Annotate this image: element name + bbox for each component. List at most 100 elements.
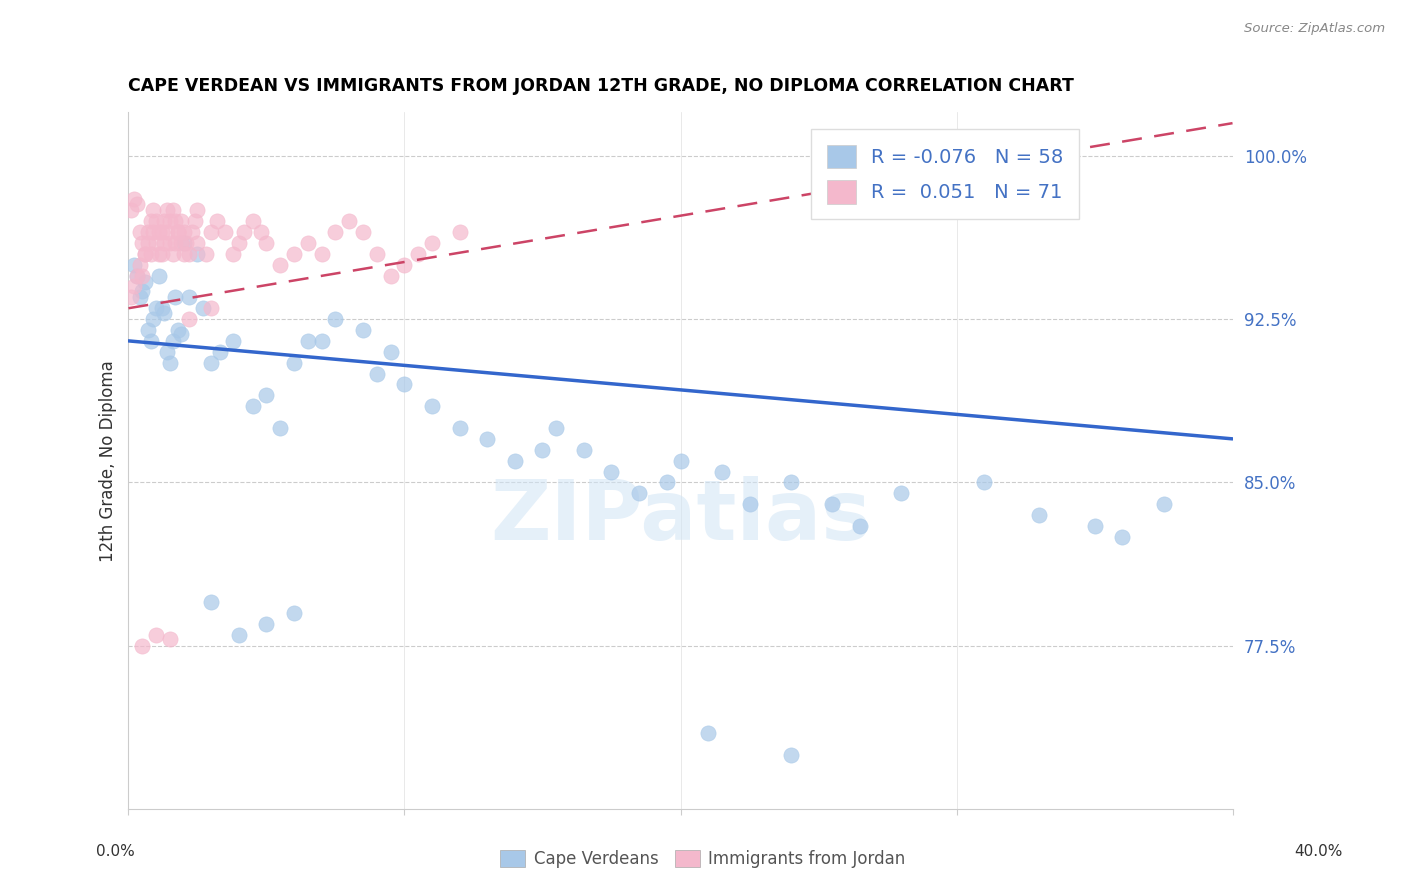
- Point: [269, 421, 291, 435]
- Point: [228, 235, 250, 250]
- Point: [531, 442, 554, 457]
- Point: [148, 268, 170, 283]
- Point: [159, 235, 181, 250]
- Point: [134, 275, 156, 289]
- Point: [380, 268, 402, 283]
- Point: [250, 225, 273, 239]
- Point: [122, 193, 145, 207]
- Point: [186, 235, 208, 250]
- Legend: Cape Verdeans, Immigrants from Jordan: Cape Verdeans, Immigrants from Jordan: [494, 843, 912, 875]
- Point: [269, 258, 291, 272]
- Point: [420, 235, 443, 250]
- Point: [780, 747, 803, 762]
- Point: [352, 225, 374, 239]
- Point: [1083, 519, 1105, 533]
- Point: [136, 225, 159, 239]
- Point: [890, 486, 912, 500]
- Point: [420, 399, 443, 413]
- Point: [572, 442, 595, 457]
- Point: [297, 334, 319, 348]
- Point: [738, 497, 761, 511]
- Point: [170, 235, 193, 250]
- Point: [821, 497, 844, 511]
- Point: [156, 344, 179, 359]
- Point: [162, 203, 184, 218]
- Point: [228, 628, 250, 642]
- Point: [170, 214, 193, 228]
- Point: [145, 235, 167, 250]
- Point: [283, 356, 305, 370]
- Point: [256, 235, 278, 250]
- Point: [181, 225, 204, 239]
- Point: [134, 247, 156, 261]
- Point: [205, 214, 228, 228]
- Point: [325, 312, 347, 326]
- Point: [148, 225, 170, 239]
- Point: [256, 616, 278, 631]
- Point: [122, 279, 145, 293]
- Point: [120, 290, 142, 304]
- Point: [600, 465, 623, 479]
- Point: [200, 225, 222, 239]
- Point: [183, 214, 205, 228]
- Point: [162, 247, 184, 261]
- Text: Source: ZipAtlas.com: Source: ZipAtlas.com: [1244, 22, 1385, 36]
- Point: [162, 334, 184, 348]
- Point: [156, 225, 179, 239]
- Point: [150, 225, 173, 239]
- Point: [128, 225, 150, 239]
- Point: [173, 247, 195, 261]
- Point: [153, 235, 176, 250]
- Point: [311, 247, 333, 261]
- Point: [380, 344, 402, 359]
- Point: [366, 367, 388, 381]
- Point: [186, 247, 208, 261]
- Point: [134, 247, 156, 261]
- Point: [165, 235, 187, 250]
- Point: [297, 235, 319, 250]
- Point: [159, 632, 181, 647]
- Point: [142, 225, 165, 239]
- Point: [148, 247, 170, 261]
- Point: [128, 290, 150, 304]
- Point: [176, 235, 198, 250]
- Point: [145, 628, 167, 642]
- Point: [139, 334, 162, 348]
- Point: [283, 606, 305, 620]
- Point: [256, 388, 278, 402]
- Point: [120, 203, 142, 218]
- Point: [131, 268, 153, 283]
- Text: 0.0%: 0.0%: [96, 845, 135, 859]
- Point: [710, 465, 733, 479]
- Point: [780, 475, 803, 490]
- Point: [122, 258, 145, 272]
- Text: 40.0%: 40.0%: [1295, 845, 1343, 859]
- Point: [1028, 508, 1050, 522]
- Text: CAPE VERDEAN VS IMMIGRANTS FROM JORDAN 12TH GRADE, NO DIPLOMA CORRELATION CHART: CAPE VERDEAN VS IMMIGRANTS FROM JORDAN 1…: [128, 78, 1074, 95]
- Point: [131, 639, 153, 653]
- Point: [1111, 530, 1133, 544]
- Point: [408, 247, 430, 261]
- Point: [128, 258, 150, 272]
- Point: [142, 312, 165, 326]
- Point: [165, 214, 187, 228]
- Point: [173, 235, 195, 250]
- Point: [125, 196, 148, 211]
- Point: [167, 225, 190, 239]
- Point: [131, 235, 153, 250]
- Point: [125, 268, 148, 283]
- Point: [200, 595, 222, 609]
- Point: [131, 284, 153, 298]
- Point: [179, 290, 201, 304]
- Point: [186, 203, 208, 218]
- Point: [973, 475, 995, 490]
- Point: [449, 225, 471, 239]
- Point: [179, 247, 201, 261]
- Point: [242, 214, 264, 228]
- Point: [167, 225, 190, 239]
- Point: [214, 225, 236, 239]
- Point: [200, 356, 222, 370]
- Point: [366, 247, 388, 261]
- Point: [669, 453, 692, 467]
- Point: [208, 344, 231, 359]
